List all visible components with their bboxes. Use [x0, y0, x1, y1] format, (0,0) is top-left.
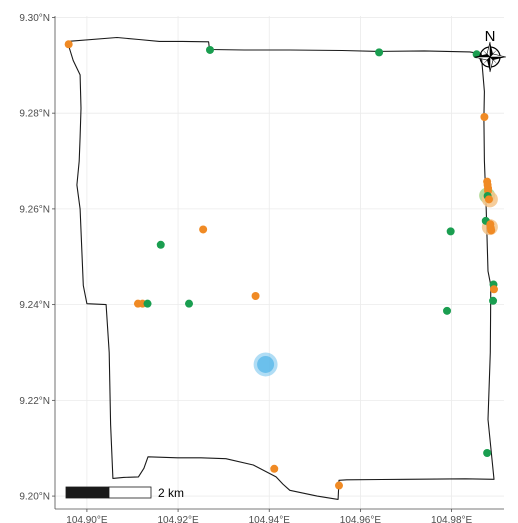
- point-orange-19: [489, 285, 498, 294]
- point-green-17: [156, 240, 165, 249]
- point-green-27: [483, 448, 492, 457]
- point-layer: [64, 40, 498, 490]
- point-orange-4: [480, 112, 489, 121]
- y-tick-label-5: 9.30°N: [19, 13, 50, 24]
- north-arrow-label: N: [485, 28, 496, 45]
- y-tick-label-0: 9.20°N: [19, 492, 50, 503]
- hotspot-inner: [257, 355, 275, 373]
- point-orange-16: [199, 225, 208, 234]
- scale-bar-label: 2 km: [158, 486, 184, 500]
- point-green-1: [205, 45, 214, 54]
- y-tick-label-3: 9.26°N: [19, 204, 50, 215]
- y-tick-label-2: 9.24°N: [19, 300, 50, 311]
- district-boundary: [66, 36, 495, 500]
- point-green-2: [375, 48, 384, 57]
- point-orange-28: [270, 464, 279, 473]
- y-tick-label-1: 9.22°N: [19, 396, 50, 407]
- scale-bar: 2 km: [65, 486, 184, 500]
- x-tick-label-0: 104.90°E: [66, 515, 108, 523]
- axes: [54, 16, 504, 510]
- x-tick-label-3: 104.96°E: [340, 515, 382, 523]
- point-green-15: [446, 227, 455, 236]
- point-green-23: [143, 299, 152, 308]
- boundary-outline: [66, 36, 495, 500]
- point-orange-0: [64, 40, 73, 49]
- point-green-20: [489, 296, 498, 305]
- north-arrow: N: [473, 28, 507, 73]
- point-orange-14: [487, 226, 496, 235]
- x-tick-label-2: 104.94°E: [249, 515, 291, 523]
- x-tick-label-1: 104.92°E: [157, 515, 199, 523]
- x-tick-label-4: 104.98°E: [431, 515, 473, 523]
- scale-bar-dark-segment: [65, 486, 110, 499]
- point-orange-29: [334, 481, 343, 490]
- scale-bar-light-segment: [108, 486, 152, 499]
- y-tick-label-4: 9.28°N: [19, 109, 50, 120]
- point-green-26: [443, 306, 452, 315]
- tick-labels: 9.20°N 9.22°N 9.24°N 9.26°N 9.28°N 9.30°N 104.…: [19, 13, 472, 523]
- point-orange-25: [251, 292, 260, 301]
- point-orange-10: [484, 195, 493, 204]
- hotspot-layer: [253, 352, 278, 377]
- point-green-24: [185, 299, 194, 308]
- compass-rose-icon: [473, 41, 507, 73]
